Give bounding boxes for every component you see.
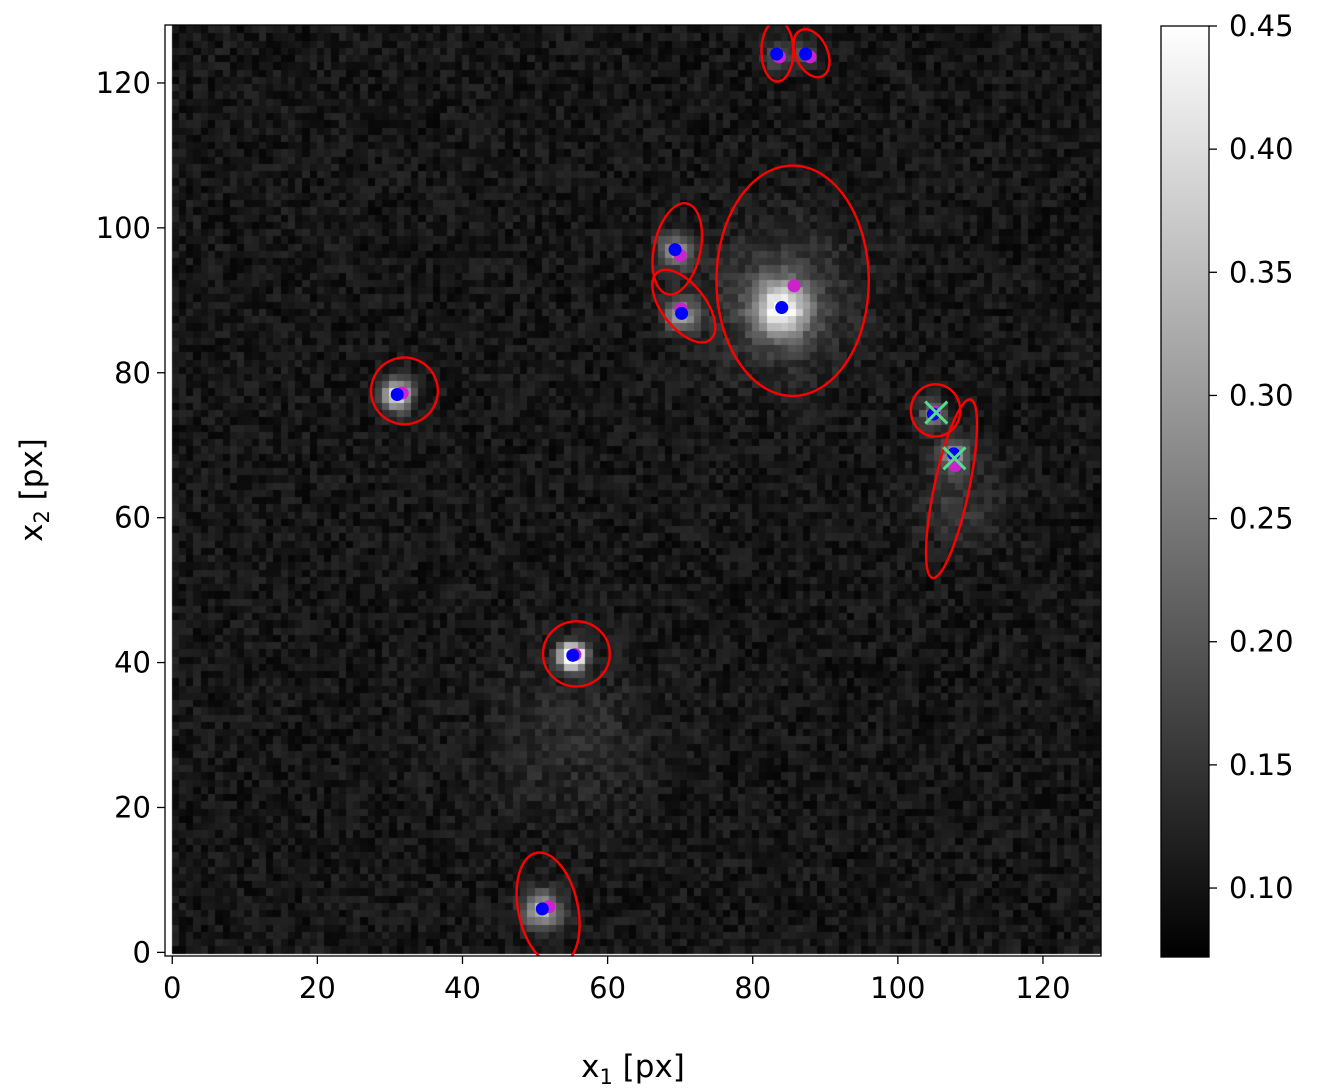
x-tick-label: 100 [870, 971, 925, 1005]
fit-ellipse [541, 620, 611, 688]
blue-point [770, 47, 784, 61]
fit-ellipse [651, 202, 704, 296]
x-tick-label: 20 [299, 971, 336, 1005]
colorbar-tick-label: 0.40 [1229, 132, 1294, 166]
colorbar-tick-label: 0.30 [1229, 378, 1294, 412]
fit-ellipse [651, 268, 717, 344]
y-tick-label: 20 [114, 790, 151, 824]
y-tick-label: 0 [133, 935, 151, 969]
y-tick-label: 80 [114, 356, 151, 390]
colorbar-tick-label: 0.20 [1229, 625, 1294, 659]
fit-ellipse [924, 398, 979, 580]
colorbar-tick-label: 0.15 [1229, 748, 1294, 782]
blue-point [675, 306, 689, 320]
magenta-point [787, 279, 801, 293]
fit-ellipse [792, 28, 831, 79]
y-tick-label: 40 [114, 646, 151, 680]
x-marker [924, 400, 949, 425]
blue-point [799, 47, 813, 61]
x-marker [942, 446, 967, 471]
x-tick-label: 120 [1015, 971, 1070, 1005]
x-tick-label: 80 [734, 971, 771, 1005]
colorbar: 0.10 0.15 0.20 0.25 0.30 0.35 0.40 0.45 [1160, 9, 1294, 958]
colorbar-tick-label: 0.25 [1229, 502, 1294, 536]
x-axis: 0 20 40 60 80 100 120 [163, 956, 1071, 1005]
overlay-layer [369, 25, 979, 956]
y-tick-label: 120 [96, 66, 151, 100]
x-axis-label: x1 [px] [581, 1049, 685, 1089]
fit-ellipse [515, 851, 581, 956]
colorbar-frame [1160, 25, 1210, 958]
blue-point [775, 301, 789, 315]
colorbar-tick-label: 0.35 [1229, 255, 1294, 289]
plot-area [164, 24, 1102, 957]
image-foreign [165, 25, 1101, 956]
colorbar-tick-label: 0.10 [1229, 871, 1294, 905]
blue-point [390, 388, 404, 402]
plot-frame [164, 24, 1102, 957]
noise-image [165, 25, 1101, 956]
y-axis: 0 20 40 60 80 100 120 [96, 66, 165, 969]
fit-ellipse [369, 356, 440, 426]
x-tick-label: 40 [444, 971, 481, 1005]
colorbar-tick-label: 0.45 [1229, 9, 1294, 43]
fit-ellipse [715, 164, 871, 398]
blue-point [535, 902, 549, 916]
fit-ellipse [909, 383, 962, 438]
y-axis-label: x2 [px] [14, 438, 54, 542]
colorbar-ticks: 0.10 0.15 0.20 0.25 0.30 0.35 0.40 0.45 [1209, 9, 1294, 905]
x-tick-label: 60 [589, 971, 626, 1005]
y-tick-label: 100 [96, 211, 151, 245]
blue-point [566, 648, 580, 662]
blue-point [668, 243, 682, 257]
y-tick-label: 60 [114, 501, 151, 535]
colorbar-gradient [1161, 26, 1209, 957]
x-tick-label: 0 [163, 971, 181, 1005]
